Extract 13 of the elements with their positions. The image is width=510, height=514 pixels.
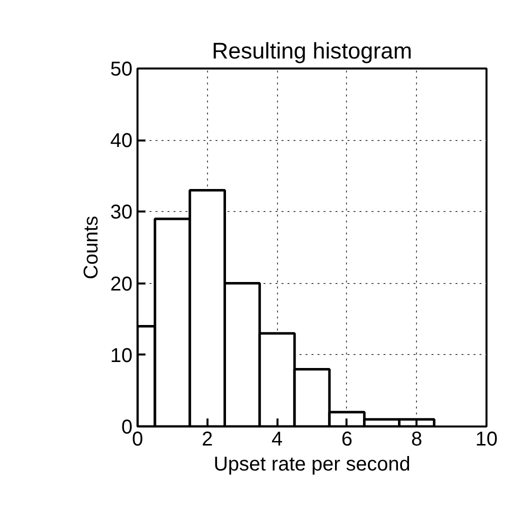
x-axis-title: Upset rate per second [214, 454, 410, 476]
y-tick-label: 40 [110, 130, 133, 152]
y-axis-title: Counts [80, 216, 102, 280]
x-tick-label: 2 [202, 428, 213, 450]
y-tick-label: 10 [110, 344, 133, 367]
x-tick-label: 8 [411, 428, 422, 450]
x-tick-label: 6 [341, 428, 352, 450]
y-tick-label: 30 [110, 202, 133, 224]
x-tick-label: 4 [272, 428, 283, 450]
y-tick-label: 20 [110, 273, 133, 296]
x-tick-label: 10 [475, 428, 498, 450]
chart-title: Resulting histogram [212, 38, 412, 64]
y-tick-label: 50 [110, 58, 133, 80]
